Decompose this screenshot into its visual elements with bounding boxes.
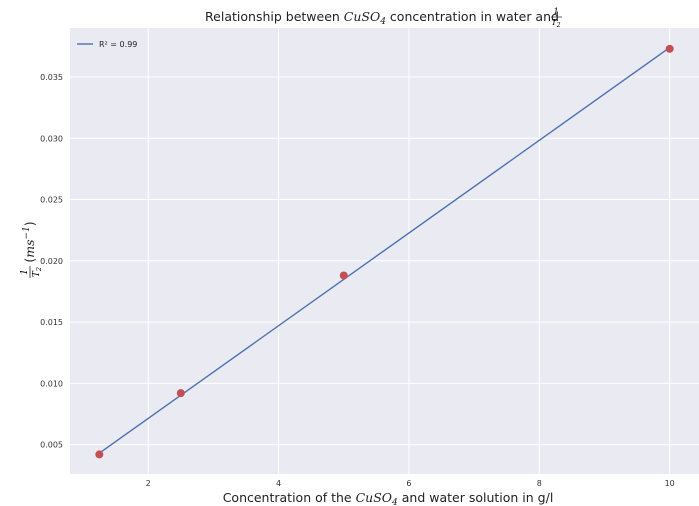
- chart-title: Relationship between CuSO4 concentration…: [205, 9, 559, 27]
- xlabel-prefix: Concentration of the: [223, 490, 356, 505]
- ylabel-unit-close: ): [22, 221, 37, 226]
- x-tick-label: 6: [406, 479, 411, 488]
- y-tick-label: 0.035: [40, 73, 63, 82]
- legend: R² = 0.99: [77, 40, 137, 49]
- ylabel-unit-open: (: [22, 258, 37, 263]
- xlabel-formula: CuSO: [356, 490, 392, 505]
- y-tick-label: 0.010: [40, 379, 63, 388]
- x-tick-label: 8: [537, 479, 542, 488]
- fit-line: [98, 47, 671, 454]
- tick-labels: 2 4 6 8 10 0.005 0.010 0.015 0.020 0.025 0.030 0.03…: [40, 73, 675, 488]
- x-tick-label: 4: [276, 479, 281, 488]
- title-prefix: Relationship between: [205, 9, 344, 24]
- grid: [70, 28, 699, 474]
- ylabel-fraction-numerator: 1: [20, 269, 30, 275]
- xlabel-suffix: and water solution in g/l: [398, 490, 554, 505]
- series: [95, 44, 674, 459]
- ylabel-unit-base: ms: [22, 240, 37, 258]
- y-tick-label: 0.005: [40, 441, 63, 450]
- y-tick-label: 0.025: [40, 196, 63, 205]
- x-tick-label: 10: [665, 479, 675, 488]
- legend-label: R² = 0.99: [99, 40, 137, 49]
- ylabel-unit: (ms−1): [22, 221, 37, 262]
- title-formula: CuSO: [344, 9, 380, 24]
- data-point: [95, 450, 104, 459]
- y-axis-label: 1 T2 (ms−1): [20, 221, 43, 278]
- ylabel-unit-superscript: −1: [22, 226, 32, 239]
- y-tick-label: 0.020: [40, 257, 63, 266]
- title-fraction: 1 T2: [551, 7, 562, 29]
- title-fraction-denominator-subscript: 2: [556, 22, 561, 29]
- ylabel-fraction-denominator-base: T: [32, 270, 42, 277]
- title-middle: concentration in water and: [386, 9, 559, 24]
- title-fraction-denominator-base: T: [551, 18, 557, 27]
- title-fraction-numerator: 1: [553, 7, 558, 16]
- title-fraction-denominator: T2: [551, 18, 560, 29]
- x-axis-label: Concentration of the CuSO4 and water sol…: [223, 490, 554, 506]
- y-tick-label: 0.030: [40, 134, 63, 143]
- ylabel-fraction-denominator-subscript: 2: [35, 267, 43, 272]
- data-point: [176, 389, 185, 398]
- title-formula-subscript: 4: [379, 17, 386, 27]
- ylabel-fraction-denominator: T2: [32, 267, 43, 277]
- data-point: [339, 271, 348, 280]
- x-tick-label: 2: [146, 479, 151, 488]
- xlabel-formula-subscript: 4: [391, 498, 398, 506]
- data-point: [665, 44, 674, 53]
- y-tick-label: 0.015: [40, 318, 63, 327]
